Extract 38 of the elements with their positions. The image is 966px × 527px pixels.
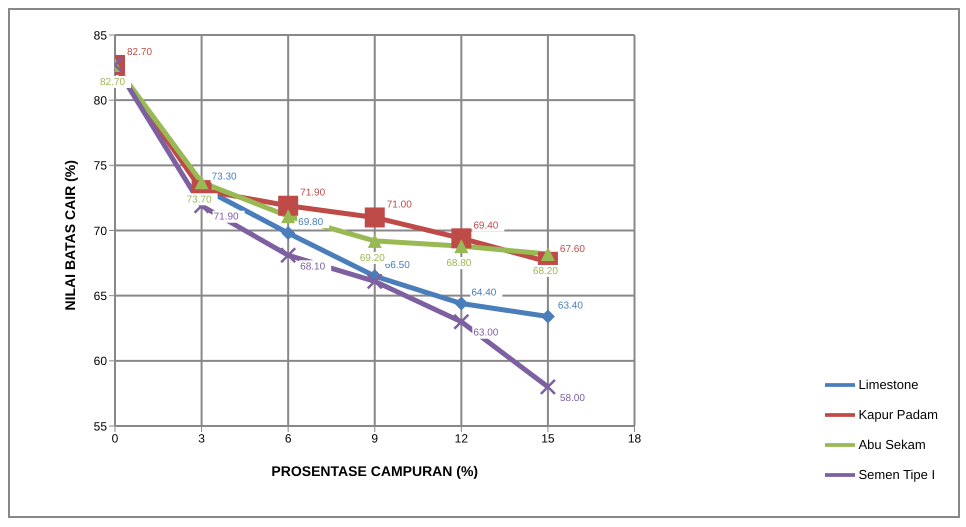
x-tick-label: 3: [198, 432, 206, 446]
y-tick-label: 60: [94, 354, 108, 368]
data-label: 71.90: [214, 212, 240, 223]
legend-label: Kapur Padam: [858, 407, 938, 422]
data-label: 73.70: [186, 194, 212, 206]
data-label: 63.00: [473, 328, 499, 339]
data-label: 69.40: [473, 220, 499, 232]
y-tick-label: 70: [94, 224, 108, 238]
data-label: 64.40: [471, 287, 497, 298]
y-tick-label: 80: [94, 93, 108, 108]
data-label: 82.70: [127, 46, 152, 58]
legend-label: Semen Tipe I: [858, 467, 936, 482]
x-tick-label: 12: [454, 432, 468, 446]
x-tick-label: 15: [541, 432, 555, 446]
data-label: 63.40: [558, 300, 584, 312]
data-label: 58.00: [560, 392, 586, 404]
data-label: 71.90: [300, 188, 326, 199]
x-tick-label: 18: [628, 432, 642, 446]
y-tick-label: 55: [94, 419, 108, 434]
y-tick-label: 85: [94, 28, 108, 42]
data-label: 68.10: [300, 261, 326, 272]
data-label: 68.80: [446, 258, 472, 270]
data-label: 73.30: [212, 171, 238, 182]
y-tick-label: 65: [94, 288, 108, 303]
data-label: 82.70: [100, 76, 126, 88]
legend-label: Limestone: [858, 377, 918, 392]
data-label: 67.60: [560, 244, 586, 255]
y-axis-title: NILAI BATAS CAIR (%): [62, 160, 78, 310]
x-tick-label: 0: [112, 432, 119, 446]
x-tick-label: 6: [284, 432, 292, 446]
data-label: 69.80: [298, 217, 324, 228]
y-tick-label: 75: [94, 158, 108, 173]
legend-label: Abu Sekam: [858, 437, 926, 452]
data-label: 69.20: [360, 252, 386, 264]
x-axis-title: PROSENTASE CAMPURAN (%): [271, 463, 478, 479]
data-label: 68.20: [532, 266, 558, 277]
x-tick-label: 9: [371, 432, 378, 446]
data-label: 71.00: [386, 199, 412, 210]
